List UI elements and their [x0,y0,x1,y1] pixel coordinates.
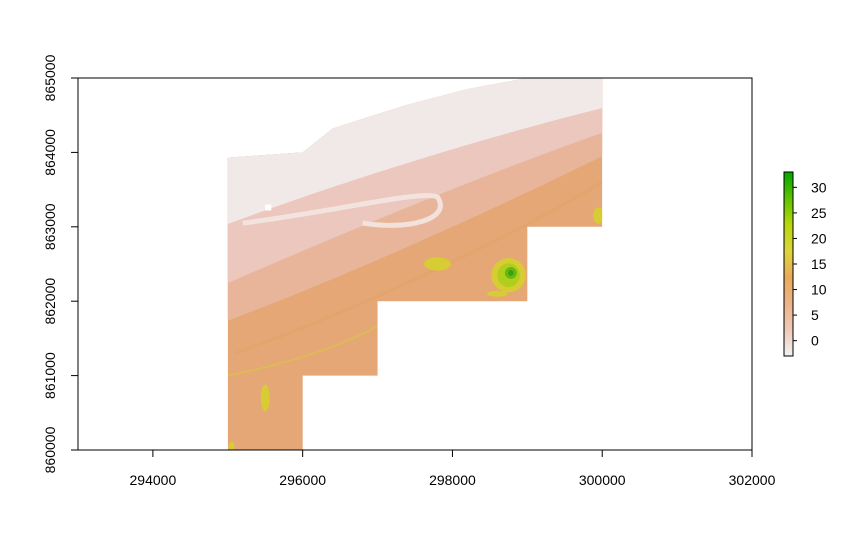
dune-patch [260,384,270,412]
legend-tick-label: 5 [811,307,819,323]
y-axis: 860000 861000 862000 863000 864000 865000 [42,54,79,473]
x-axis: 294000 296000 298000 300000 302000 [130,449,776,488]
y-tick-label: 864000 [42,129,58,176]
y-tick-label: 863000 [42,203,58,250]
dune-patch [486,290,508,297]
y-tick-label: 865000 [42,54,58,101]
legend-tick-label: 30 [811,179,827,195]
x-tick-label: 296000 [279,472,326,488]
dune-patch [228,441,235,450]
x-tick-label: 298000 [429,472,476,488]
dune-patch [508,269,514,276]
x-tick-label: 294000 [130,472,177,488]
raster-footprint [227,78,603,450]
legend-tick-label: 25 [811,205,827,221]
color-legend: 0 5 10 15 20 25 30 [783,171,827,357]
legend-tick-label: 0 [811,333,819,349]
legend-tick-label: 10 [811,282,827,298]
y-tick-label: 860000 [42,426,58,473]
legend-tick-label: 20 [811,230,827,246]
dune-patch [593,207,603,224]
x-tick-label: 302000 [729,472,776,488]
y-tick-label: 861000 [42,352,58,399]
dune-patch [423,257,451,271]
legend-tick-label: 15 [811,256,827,272]
x-tick-label: 300000 [579,472,626,488]
legend-colorbar [783,171,794,357]
y-tick-label: 862000 [42,278,58,325]
raster-layer [227,78,603,450]
